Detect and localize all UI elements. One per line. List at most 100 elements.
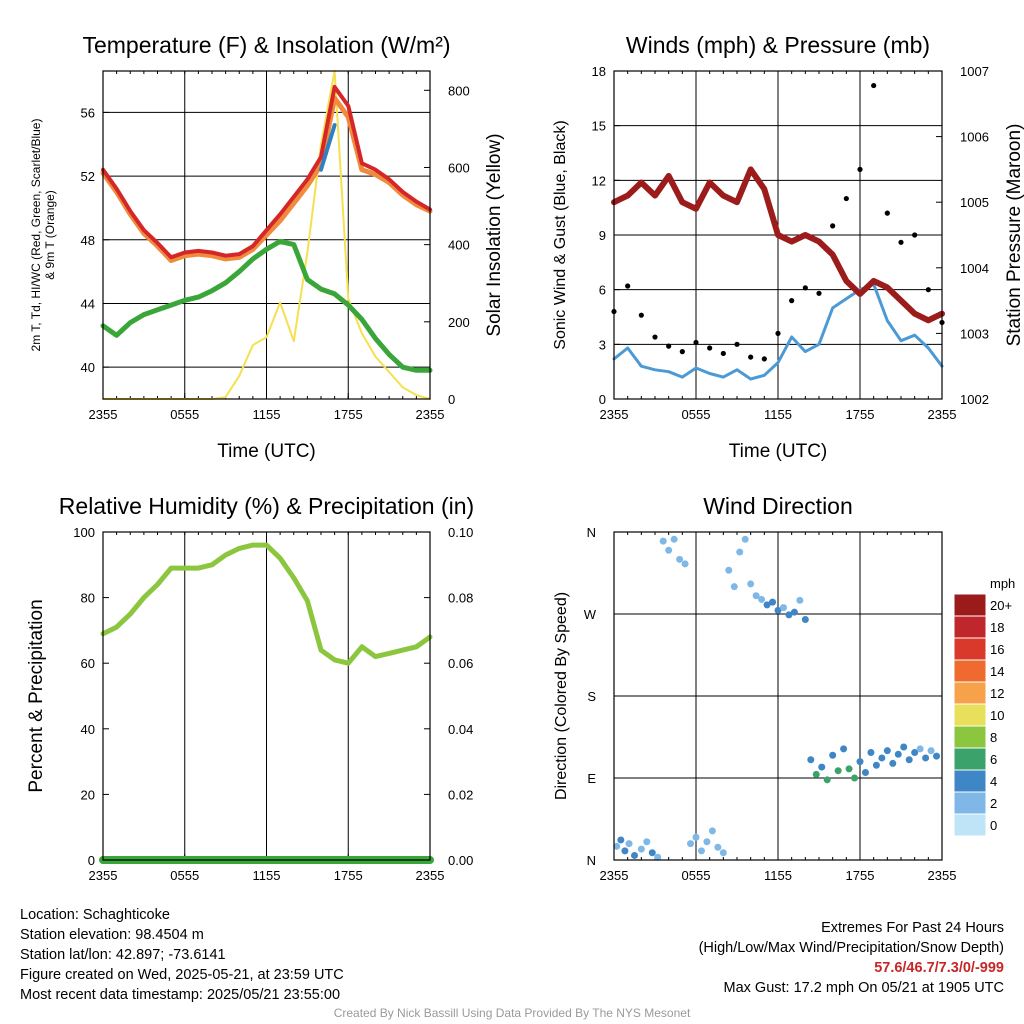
plot-border — [102, 531, 431, 861]
y2-tick-label: 1007 — [960, 64, 989, 79]
gust-point — [830, 223, 836, 229]
gust-point — [789, 298, 795, 304]
x-tick-label: 1155 — [764, 868, 792, 883]
direction-point — [916, 745, 924, 753]
direction-point — [927, 747, 935, 755]
direction-point — [894, 750, 902, 758]
x-tick-label: 0555 — [682, 868, 711, 883]
direction-point — [851, 774, 859, 782]
x-tick-label: 2355 — [600, 868, 629, 883]
y2-tick-label: 1002 — [960, 392, 989, 407]
direction-point — [758, 595, 766, 603]
direction-point — [714, 843, 722, 851]
x-tick-label: 2355 — [928, 868, 957, 883]
extremes-block: Extremes For Past 24 Hours (High/Low/Max… — [699, 918, 1004, 998]
plot-border — [613, 531, 943, 861]
chart-title: Temperature (F) & Insolation (W/m²) — [82, 32, 450, 58]
y-tick-label: 44 — [81, 296, 95, 311]
direction-point — [834, 767, 842, 775]
direction-point — [796, 596, 804, 604]
direction-point — [763, 601, 771, 609]
y2-axis-label: Solar Insolation (Yellow) — [484, 133, 505, 336]
direction-point — [725, 566, 733, 574]
direction-point — [905, 756, 913, 764]
legend-swatch — [953, 725, 987, 749]
y-tick-label: 60 — [81, 656, 95, 671]
direction-point — [829, 751, 837, 759]
y-tick-label: E — [587, 771, 596, 786]
gust-point — [652, 334, 658, 340]
legend-swatch — [953, 681, 987, 705]
y-axis-label-line1: 2m T, Td, HI/WC (Red, Green, Scarlet/Blu… — [29, 119, 43, 352]
direction-point — [670, 535, 678, 543]
direction-point — [625, 840, 633, 848]
chart-title: Wind Direction — [703, 493, 853, 519]
gust-point — [679, 349, 685, 355]
x-tick-label: 0555 — [170, 868, 199, 883]
x-tick-label: 1755 — [334, 868, 363, 883]
station-elevation: Station elevation: 98.4504 m — [20, 927, 204, 943]
chart-3: 2355 0555 1155 1755 2355 Relative Humidity (%… — [26, 493, 474, 883]
y2-tick-label: 1006 — [960, 130, 989, 145]
wind-series-line — [612, 282, 944, 381]
direction-point — [736, 548, 744, 556]
chart-1: 2355 0555 1155 1755 2355 Temperature (F) & In… — [29, 32, 505, 462]
x-tick-label: 1155 — [764, 407, 792, 422]
chart-title: Relative Humidity (%) & Precipitation (i… — [59, 493, 474, 519]
direction-point — [617, 836, 625, 844]
y-tick-label: W — [584, 607, 597, 622]
x-tick-label: 1155 — [253, 407, 281, 422]
y2-tick-label: 800 — [448, 83, 470, 98]
x-tick-label: 1155 — [253, 868, 281, 883]
direction-point — [922, 754, 930, 762]
y2-tick-label: 600 — [448, 160, 470, 175]
gust-point — [666, 343, 672, 349]
direction-point — [613, 842, 621, 850]
rh-series-line — [100, 542, 433, 666]
max-gust: Max Gust: 17.2 mph On 05/21 at 1905 UTC — [723, 980, 1004, 996]
y-tick-label: 56 — [81, 105, 95, 120]
x-tick-label: 2355 — [416, 407, 445, 422]
chart-2: 2355 0555 1155 1755 2355 Winds (mph) & Pressu… — [552, 32, 1024, 462]
x-tick-label: 2355 — [600, 407, 629, 422]
direction-point — [774, 606, 782, 614]
direction-point — [697, 847, 705, 855]
legend-unit: mph — [990, 576, 1015, 591]
legend-label: 14 — [990, 664, 1004, 679]
y-axis-label: Percent & Precipitation — [26, 599, 47, 792]
temp-series-line — [101, 84, 432, 260]
legend-swatch — [953, 637, 987, 661]
gust-point — [734, 341, 740, 347]
y-tick-label: 40 — [81, 360, 95, 375]
legend-label: 6 — [990, 752, 997, 767]
credit-line: Created By Nick Bassill Using Data Provi… — [333, 1006, 691, 1020]
station-info: Location: Schaghticoke Station elevation… — [20, 905, 344, 1005]
y-tick-label: 0 — [88, 853, 95, 868]
y-tick-label: N — [587, 525, 596, 540]
gust-point — [748, 354, 754, 360]
legend-swatch — [953, 813, 987, 837]
direction-point — [889, 759, 897, 767]
gust-point — [857, 166, 863, 172]
direction-point — [867, 748, 875, 756]
y2-axis-label: Station Pressure (Maroon) — [1004, 124, 1024, 347]
legend-swatch — [953, 791, 987, 815]
direction-point — [692, 833, 700, 841]
pressure-series-line — [611, 166, 945, 324]
direction-point — [665, 546, 673, 554]
direction-point — [812, 770, 820, 778]
y-tick-label: N — [587, 853, 596, 868]
y-axis-label: Sonic Wind & Gust (Blue, Black) — [552, 120, 569, 349]
direction-point — [747, 580, 755, 588]
y2-tick-label: 1005 — [960, 195, 989, 210]
direction-point — [730, 583, 738, 591]
legend-swatch — [953, 769, 987, 793]
legend-label: 4 — [990, 774, 997, 789]
gust-point — [693, 339, 699, 346]
direction-point — [790, 608, 798, 616]
direction-point — [654, 853, 662, 861]
direction-point — [643, 838, 651, 846]
x-tick-label: 1755 — [334, 407, 363, 422]
y2-tick-label: 200 — [448, 315, 470, 330]
extremes-title: Extremes For Past 24 Hours — [821, 920, 1004, 936]
